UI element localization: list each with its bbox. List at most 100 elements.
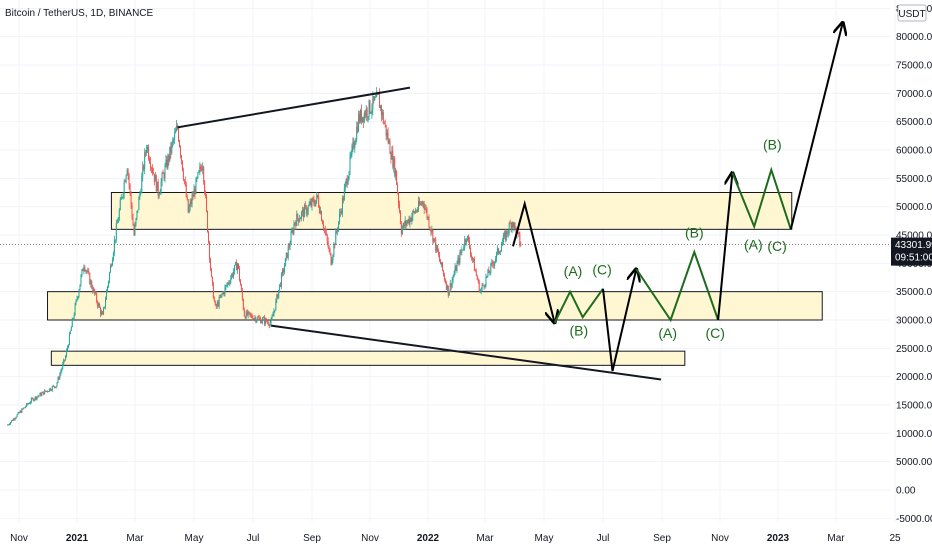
time-tick-label: May	[185, 533, 204, 544]
candle-body	[80, 275, 82, 285]
candle-body	[50, 390, 52, 392]
candle-body	[452, 276, 454, 280]
candle-body	[48, 388, 50, 392]
candle-body	[351, 146, 353, 155]
candle-body	[299, 219, 301, 222]
candle-body	[161, 173, 163, 182]
candle-body	[39, 393, 41, 396]
candle-body	[102, 312, 104, 315]
candle-body	[20, 411, 22, 413]
candle-body	[126, 169, 128, 176]
projection-path	[717, 173, 732, 321]
candle-body	[462, 249, 464, 251]
candle-body	[56, 382, 58, 387]
candle-body	[465, 239, 467, 242]
candle-body	[509, 223, 511, 225]
candle-body	[318, 197, 320, 207]
candle-body	[475, 271, 477, 276]
candle-body	[285, 253, 287, 259]
candle-body	[163, 173, 165, 179]
candle-body	[94, 289, 96, 294]
candle-body	[134, 224, 136, 236]
candle-body	[371, 109, 373, 113]
candle-body	[59, 373, 61, 379]
candle-body	[434, 238, 436, 240]
candle-body	[218, 297, 220, 307]
candle-body	[248, 311, 250, 313]
candle-body	[504, 232, 506, 241]
price-tick-label: 5000.00	[896, 457, 932, 468]
candle-body	[375, 97, 377, 98]
candle-body	[431, 229, 433, 233]
candle-body	[28, 403, 30, 405]
candle-body	[276, 294, 278, 301]
candle-body	[135, 218, 137, 225]
candle-body	[173, 139, 175, 141]
candle-body	[195, 178, 197, 194]
candle-body	[228, 282, 230, 284]
candle-body	[253, 318, 255, 321]
candle-body	[110, 265, 112, 267]
candle-body	[90, 281, 92, 285]
candle-body	[448, 290, 450, 296]
candle-body	[243, 309, 245, 317]
candle-body	[100, 307, 102, 315]
candle-body	[385, 124, 387, 136]
candle-body	[468, 235, 470, 241]
candle-body	[8, 424, 10, 425]
projection-path	[731, 166, 792, 230]
candle-body	[194, 189, 196, 194]
candle-body	[321, 211, 323, 221]
candle-body	[460, 252, 462, 253]
candle-body	[449, 283, 451, 291]
candle-body	[52, 385, 54, 387]
candle-body	[14, 418, 16, 420]
candle-body	[30, 398, 32, 403]
candle-body	[263, 317, 265, 324]
price-tick-label: 55000.00	[896, 174, 932, 185]
candle-body	[136, 210, 138, 219]
candle-body	[407, 219, 409, 223]
candle-body	[314, 203, 316, 206]
candle-body	[153, 173, 155, 182]
candle-body	[237, 263, 239, 271]
time-tick-label: Nov	[361, 533, 379, 544]
projection-path	[602, 269, 636, 372]
axes: -5000.00 0.00 5000.00 10000.00 15000.00 20000…	[5, 4, 932, 544]
candle-body	[157, 181, 159, 197]
candle-body	[401, 228, 403, 234]
candle-body	[88, 270, 90, 274]
candle-body	[89, 273, 91, 285]
candle-body	[132, 217, 134, 226]
candle-body	[503, 232, 505, 236]
candle-body	[282, 269, 284, 273]
candle-body	[140, 192, 142, 194]
candle-body	[190, 201, 192, 205]
candle-body	[355, 139, 357, 145]
candle-body	[105, 291, 107, 300]
candle-body	[247, 311, 249, 316]
candle-body	[200, 166, 202, 169]
price-tick-label: 15000.00	[896, 401, 932, 412]
candle-body	[40, 393, 42, 396]
price-tick-label: 20000.00	[896, 372, 932, 383]
candle-body	[410, 217, 412, 222]
candle-body	[181, 160, 183, 171]
candle-body	[506, 230, 508, 234]
candle-body	[366, 108, 368, 117]
candle-body	[346, 178, 348, 185]
candle-body	[332, 254, 334, 261]
candle-body	[388, 140, 390, 143]
candle-body	[81, 269, 83, 276]
candle-body	[446, 285, 448, 290]
candle-body	[324, 229, 326, 233]
candle-body	[367, 116, 369, 118]
candle-body	[424, 208, 426, 210]
candle-body	[170, 146, 172, 153]
candle-body	[296, 214, 298, 226]
candle-body	[279, 284, 281, 291]
candle-body	[338, 221, 340, 230]
price-zone	[47, 291, 823, 321]
